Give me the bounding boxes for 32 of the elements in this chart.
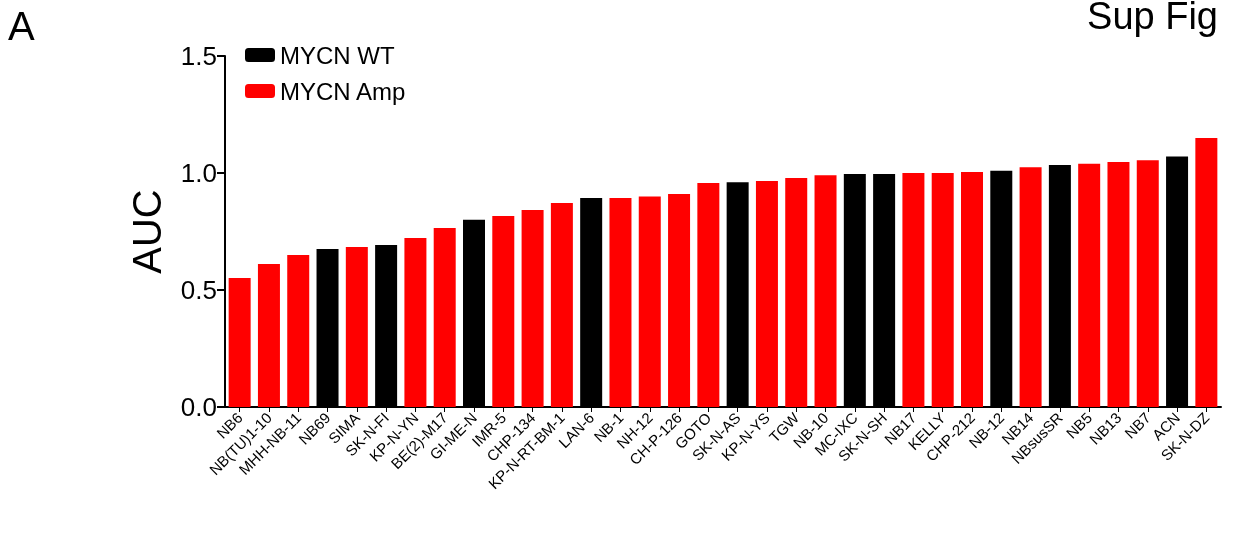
bar: [550, 202, 573, 407]
bar: [668, 194, 691, 407]
bar: [1107, 162, 1130, 407]
bar: [785, 177, 808, 407]
bar: [931, 173, 954, 407]
bar: [404, 238, 427, 407]
y-tick-label: 1.0: [180, 158, 217, 188]
bar: [521, 209, 544, 407]
legend-label: MYCN WT: [280, 41, 395, 69]
bar: [433, 227, 456, 407]
bar: [492, 216, 515, 407]
legend-label: MYCN Amp: [280, 77, 406, 105]
bar: [609, 198, 632, 407]
bar: [755, 180, 778, 407]
bar: [1019, 167, 1042, 407]
bar: [902, 173, 925, 407]
text: A: [8, 4, 35, 48]
bar: [1078, 163, 1101, 407]
bar: [228, 278, 251, 407]
bar: [345, 246, 368, 407]
y-axis-title: AUC: [125, 189, 169, 274]
bar: [961, 172, 983, 407]
y-tick-label: 1.5: [180, 41, 217, 71]
bar: [287, 254, 310, 407]
bar: [1195, 137, 1218, 407]
bar: [814, 175, 837, 407]
y-tick-label: 0.5: [180, 275, 217, 305]
bar: [257, 264, 280, 407]
bar: [1136, 160, 1159, 407]
chart-title: Sup Fig: [1087, 0, 1219, 37]
bar: [697, 183, 720, 407]
bar: [638, 196, 661, 407]
